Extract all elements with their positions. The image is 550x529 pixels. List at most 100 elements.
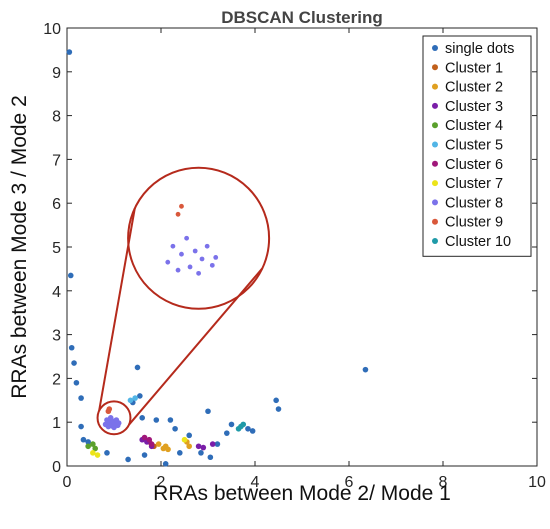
x-tick-label: 4 (251, 474, 260, 491)
point-series-0 (73, 379, 80, 386)
point-series-0 (71, 360, 77, 366)
magnified-point-series-8 (170, 243, 176, 249)
x-tick-label: 10 (528, 474, 546, 491)
legend-label: Cluster 3 (445, 99, 503, 115)
zoom-source-circle (96, 400, 132, 436)
point-series-3 (200, 444, 207, 451)
magnified-point-series-8 (192, 248, 198, 254)
magnified-point-series-8 (187, 264, 193, 270)
point-series-6 (146, 436, 153, 443)
x-tick-label: 0 (63, 474, 72, 491)
zoom-connector-line (128, 267, 264, 426)
point-series-0 (198, 450, 204, 456)
legend-label: single dots (445, 41, 514, 57)
legend-marker (432, 218, 438, 225)
x-axis-label: RRAs between Mode 2/ Mode 1 (153, 482, 451, 505)
point-series-0 (273, 397, 279, 404)
x-tick-label: 8 (439, 474, 448, 491)
y-tick-label: 1 (52, 415, 61, 432)
zoom-magnified-circle (127, 166, 271, 310)
point-series-0 (177, 450, 183, 456)
point-series-2 (155, 441, 162, 447)
point-series-0 (362, 366, 369, 373)
axes: 0 2 4 6 8 10 0 1 2 3 4 5 6 7 8 9 10 (43, 21, 546, 491)
x-tick-label: 6 (345, 474, 354, 491)
point-series-3 (209, 441, 216, 447)
chart-title: DBSCAN Clustering (221, 8, 383, 27)
point-series-0 (68, 344, 75, 351)
legend-label: Cluster 10 (445, 234, 511, 250)
point-series-0 (78, 423, 84, 430)
legend-marker (432, 83, 438, 90)
point-series-6 (148, 441, 155, 447)
point-series-2 (165, 446, 171, 453)
point-series-5 (132, 395, 138, 401)
magnified-point-series-8 (179, 251, 184, 257)
point-series-0 (125, 456, 131, 463)
point-series-0 (80, 436, 87, 443)
point-series-0 (66, 49, 73, 55)
legend-marker (432, 102, 438, 109)
zoom-annotation (96, 166, 271, 436)
y-tick-label: 4 (52, 284, 61, 301)
legend-box (422, 35, 532, 257)
y-tick-label: 5 (52, 240, 61, 257)
magnified-point-series-8 (184, 235, 190, 241)
legend-label: Cluster 8 (445, 195, 503, 211)
legend-marker (432, 64, 438, 71)
point-series-0 (207, 454, 214, 461)
point-series-0 (186, 432, 192, 439)
point-series-0 (137, 393, 143, 399)
y-tick-label: 3 (52, 328, 61, 345)
point-series-0 (85, 439, 91, 445)
point-series-6 (141, 434, 148, 441)
y-tick-label: 8 (52, 109, 61, 126)
magnified-point-series-9 (179, 203, 184, 209)
legend-marker (432, 122, 438, 129)
point-series-0 (67, 272, 74, 279)
point-series-0 (249, 428, 256, 434)
legend-marker (432, 45, 438, 51)
magnified-point-series-8 (209, 262, 215, 268)
point-series-0 (153, 417, 160, 423)
legend: single dots Cluster 1 Cluster 2 Cluster 3 Cl… (422, 35, 532, 257)
point-series-7 (181, 436, 188, 443)
point-series-10 (240, 421, 247, 428)
point-series-0 (134, 364, 141, 371)
point-series-2 (186, 443, 192, 450)
legend-label: Cluster 9 (445, 215, 503, 231)
data-points (66, 49, 369, 467)
y-tick-label: 2 (52, 371, 61, 388)
magnified-point-series-8 (175, 267, 181, 273)
magnified-point-series-8 (199, 256, 205, 262)
point-series-4 (90, 441, 96, 447)
point-series-0 (162, 461, 169, 467)
point-series-0 (167, 417, 174, 423)
point-series-0 (172, 425, 178, 432)
y-axis-label: RRAs between Mode 3 / Mode 2 (8, 95, 31, 399)
legend-marker (432, 180, 438, 187)
magnified-point-series-8 (204, 243, 210, 249)
legend-label: Cluster 4 (445, 118, 503, 134)
point-series-0 (78, 395, 84, 401)
legend-marker (432, 160, 438, 167)
legend-label: Cluster 6 (445, 157, 503, 173)
y-tick-label: 9 (52, 65, 61, 82)
point-series-0 (139, 415, 145, 421)
point-series-0 (214, 441, 221, 447)
magnified-point-series-8 (165, 259, 171, 265)
y-tick-label: 7 (52, 152, 61, 169)
legend-marker (432, 199, 438, 206)
y-tick-label: 10 (43, 21, 61, 38)
point-series-0 (104, 450, 110, 456)
legend-label: Cluster 5 (445, 138, 503, 154)
point-series-0 (205, 408, 211, 415)
legend-label: Cluster 2 (445, 80, 503, 96)
zoom-connector-line (98, 208, 136, 411)
legend-label: Cluster 1 (445, 60, 503, 76)
x-tick-label: 2 (157, 474, 166, 491)
point-series-0 (141, 452, 148, 458)
point-series-0 (245, 425, 251, 432)
magnified-point-series-9 (175, 211, 181, 217)
